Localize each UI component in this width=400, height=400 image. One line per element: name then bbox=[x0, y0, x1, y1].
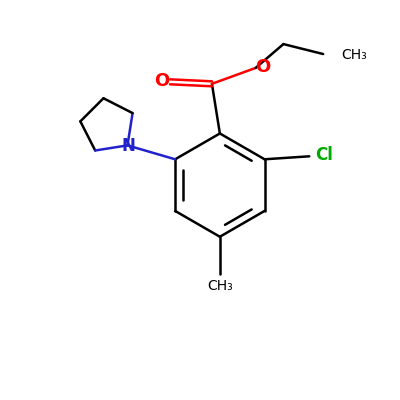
Text: CH₃: CH₃ bbox=[207, 279, 233, 293]
Text: O: O bbox=[255, 58, 270, 76]
Text: O: O bbox=[154, 72, 169, 90]
Text: CH₃: CH₃ bbox=[341, 48, 367, 62]
Text: Cl: Cl bbox=[315, 146, 333, 164]
Text: N: N bbox=[122, 137, 136, 155]
